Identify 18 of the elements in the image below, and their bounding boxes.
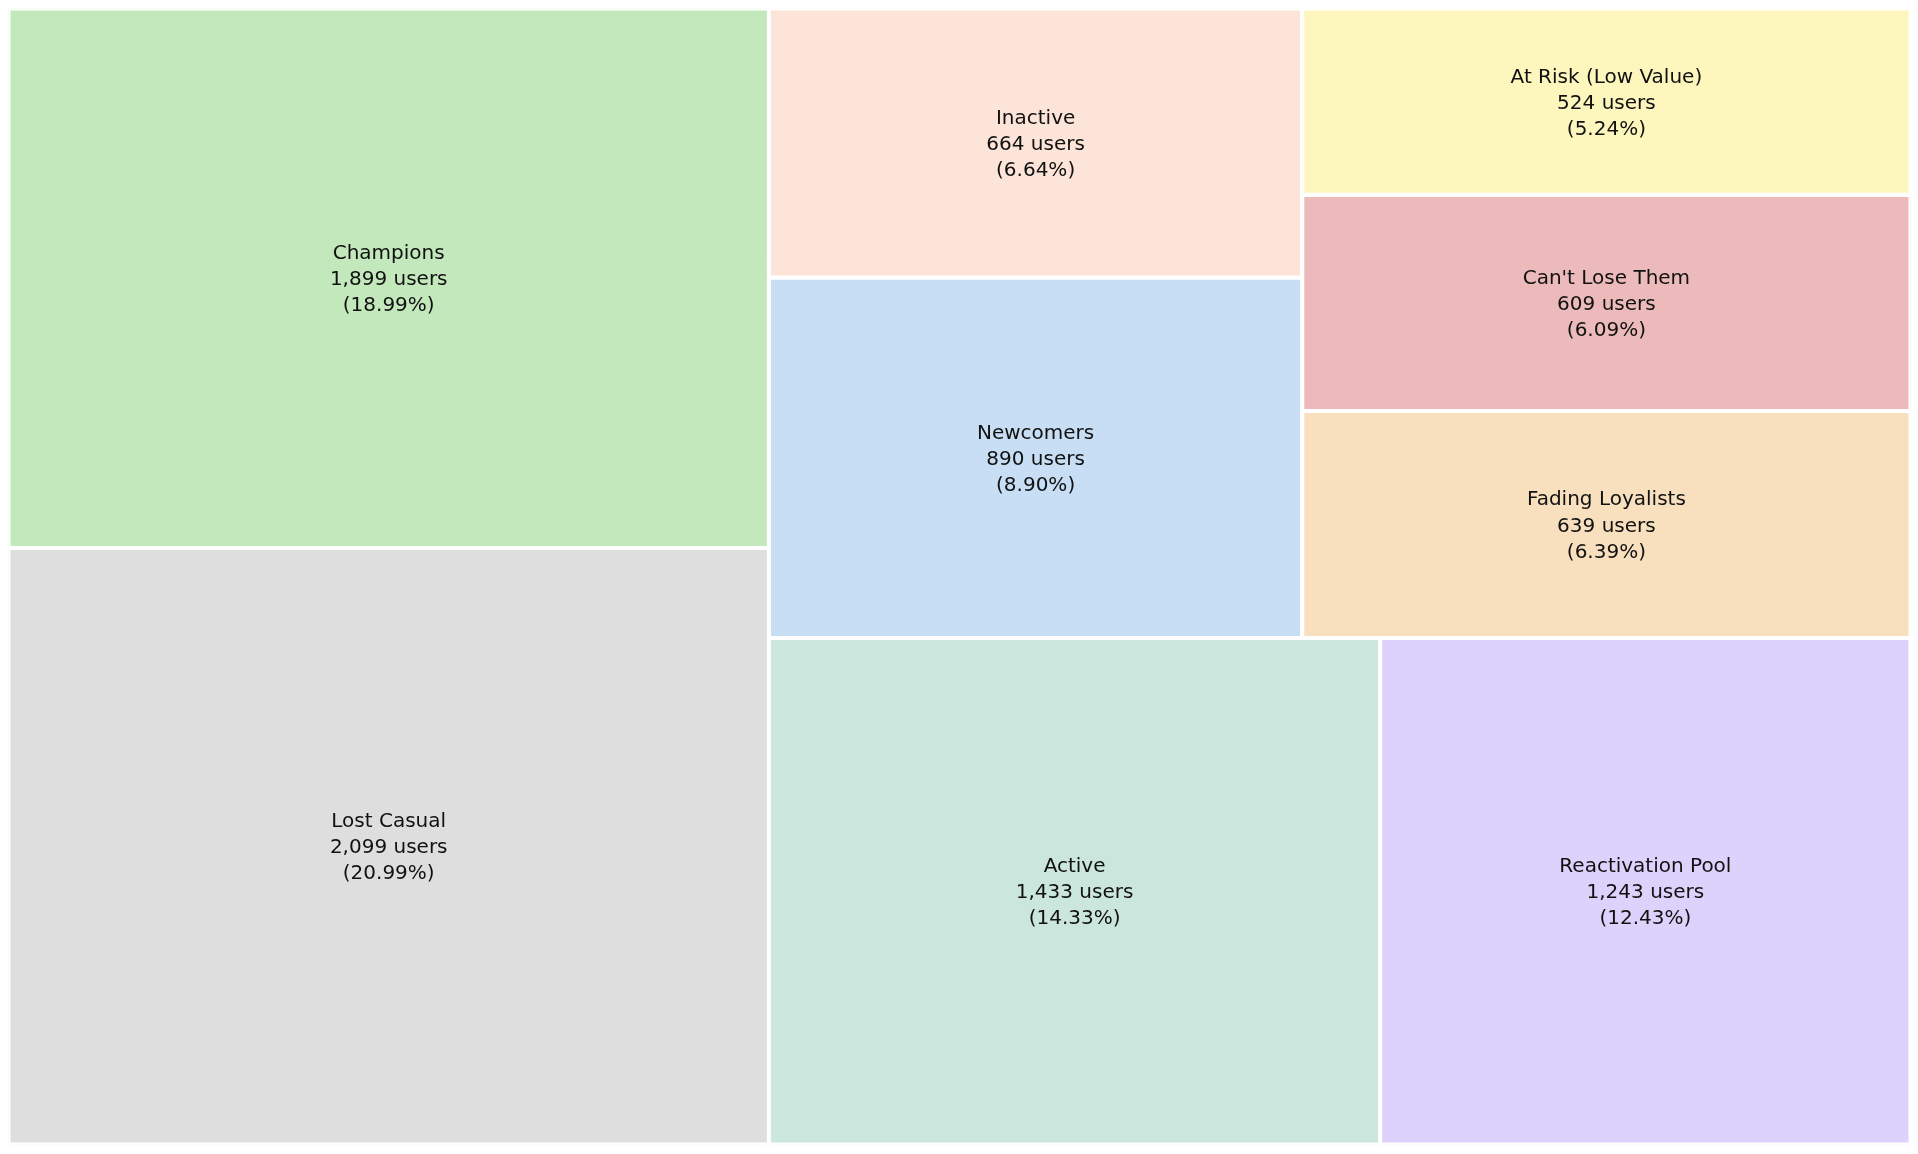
category-label: Lost Casual — [331, 808, 447, 833]
data-label: 1,243 users (12.43%) — [1586, 879, 1705, 930]
category-label: Newcomers — [976, 419, 1095, 444]
data-label: 1,899 users (18.99%) — [329, 266, 448, 317]
category-label: Active — [1043, 853, 1106, 878]
data-label: 639 users (6.39%) — [1557, 512, 1656, 563]
category-label: Inactive — [995, 104, 1076, 129]
data-label: 664 users (6.64%) — [986, 130, 1085, 182]
category-label: Can't Lose Them — [1522, 264, 1691, 289]
data-label: 524 users (5.24%) — [1557, 89, 1656, 140]
data-label: 1,433 users (14.33%) — [1015, 879, 1134, 930]
data-label: 2,099 users (20.99%) — [329, 834, 448, 885]
data-label: 890 users (8.90%) — [986, 445, 1085, 496]
data-label: 609 users (6.09%) — [1557, 290, 1656, 341]
category-label: At Risk (Low Value) — [1510, 63, 1703, 88]
category-label: Fading Loyalists — [1526, 486, 1686, 511]
category-label: Reactivation Pool — [1559, 853, 1732, 878]
category-label: Champions — [332, 240, 445, 265]
